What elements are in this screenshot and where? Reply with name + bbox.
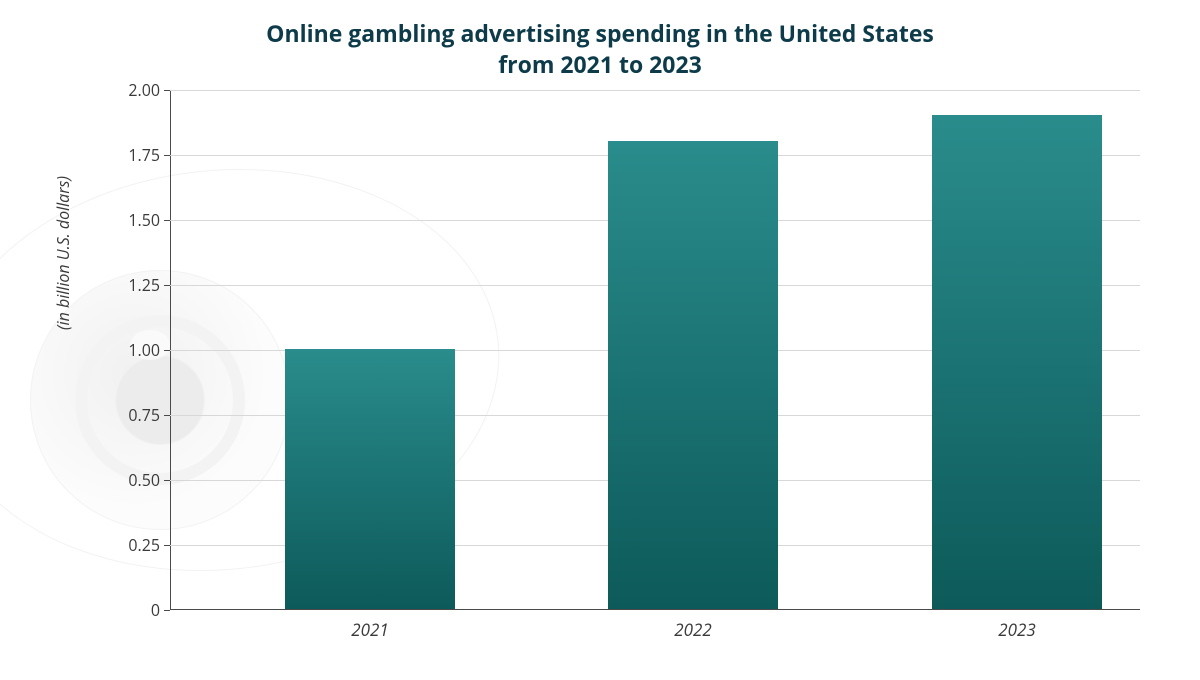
bar-chart: Online gambling advertising spending in …	[0, 0, 1200, 680]
y-tick-mark	[164, 610, 170, 611]
bar	[932, 115, 1102, 609]
y-axis-label: (in billion U.S. dollars)	[52, 176, 74, 330]
plot-area: 00.250.500.751.001.251.501.752.002021202…	[170, 90, 1140, 610]
y-tick-label: 1.75	[100, 144, 160, 166]
y-tick-mark	[164, 90, 170, 91]
y-tick-label: 0.75	[100, 404, 160, 426]
y-tick-mark	[164, 220, 170, 221]
x-tick-label: 2023	[932, 618, 1102, 641]
y-tick-mark	[164, 545, 170, 546]
bar	[285, 349, 455, 609]
chart-title: Online gambling advertising spending in …	[0, 18, 1200, 80]
y-tick-label: 2.00	[100, 79, 160, 101]
y-tick-mark	[164, 350, 170, 351]
y-tick-mark	[164, 285, 170, 286]
x-axis-line	[170, 609, 1140, 610]
bar	[608, 141, 778, 609]
y-tick-mark	[164, 155, 170, 156]
chart-title-line-1: Online gambling advertising spending in …	[266, 17, 934, 49]
y-tick-label: 0.50	[100, 469, 160, 491]
x-tick-label: 2021	[285, 618, 455, 641]
y-tick-label: 0.25	[100, 534, 160, 556]
y-tick-label: 1.25	[100, 274, 160, 296]
y-tick-label: 0	[100, 599, 160, 621]
chart-title-line-2: from 2021 to 2023	[498, 48, 702, 80]
gridline	[170, 90, 1140, 91]
y-tick-mark	[164, 480, 170, 481]
y-tick-mark	[164, 415, 170, 416]
y-tick-label: 1.00	[100, 339, 160, 361]
x-tick-label: 2022	[608, 618, 778, 641]
y-tick-label: 1.50	[100, 209, 160, 231]
